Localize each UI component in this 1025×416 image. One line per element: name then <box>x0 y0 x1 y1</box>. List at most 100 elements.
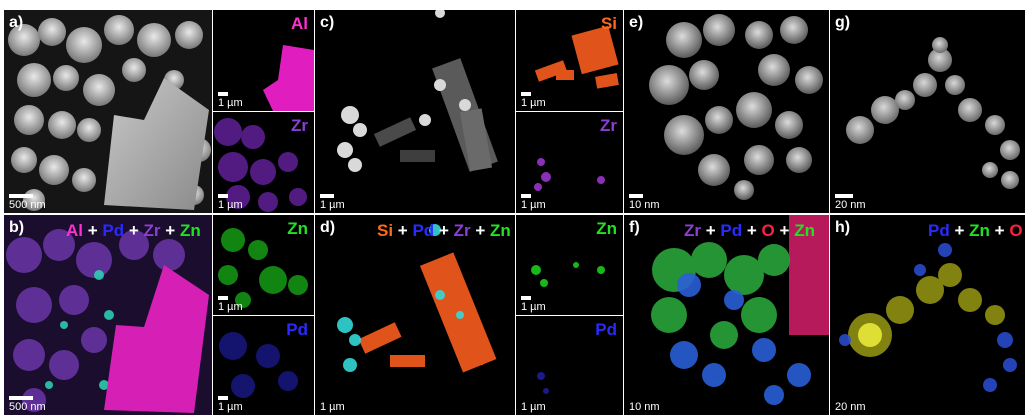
pd-map-scale-bar: 1 µm <box>218 396 243 413</box>
al-map-scale-text: 1 µm <box>218 97 243 109</box>
zn-signal <box>218 228 308 308</box>
si-map-c-scale-bar: 1 µm <box>521 92 546 109</box>
zr-map-element: Zr <box>291 116 308 135</box>
zr-map-c-scale-bar: 1 µm <box>521 194 546 211</box>
legend-zr: Zr <box>143 221 161 240</box>
panel-d-scale-text: 1 µm <box>320 401 345 413</box>
zn-map-d-scale-text: 1 µm <box>521 301 546 313</box>
panel-g-scale-text: 20 nm <box>835 199 866 211</box>
legend-zn: Zn <box>490 221 511 240</box>
si-map-c-element: Si <box>600 14 617 33</box>
haadf-particles-g <box>846 37 1020 189</box>
panel-a-haadf-image: a) 500 nm <box>4 10 212 213</box>
panel-h-overlay: h) Pd + Zn + O 20 nm <box>830 215 1025 415</box>
panel-f-overlay: f) Zr + Pd + O + Zn 10 nm <box>624 215 829 415</box>
legend-plus: + <box>994 221 1005 240</box>
zn-map-d-panel: Zn 1 µm <box>516 215 623 315</box>
panel-f-legend: Zr + Pd + O + Zn <box>684 221 815 241</box>
al-map-panel: Al 1 µm <box>213 10 314 111</box>
zn-map-scale-bar: 1 µm <box>218 296 243 313</box>
legend-o: O <box>1009 221 1023 240</box>
legend-pd: Pd <box>928 221 950 240</box>
panel-h-scale-text: 20 nm <box>835 401 866 413</box>
panel-c-haadf-image: c) 1 µm <box>315 10 515 213</box>
overlay-d-signal <box>337 224 497 373</box>
panel-h-scale-bar: 20 nm <box>835 400 866 413</box>
pd-map-d-element: Pd <box>595 320 617 339</box>
panel-e-label: e) <box>629 14 644 31</box>
legend-si: Si <box>377 221 394 240</box>
panel-g-haadf-image: g) 20 nm <box>830 10 1025 213</box>
zr-map-c-scale-text: 1 µm <box>521 199 546 211</box>
panel-h-label: h) <box>835 219 851 236</box>
pd-d-signal <box>537 372 549 394</box>
legend-zn: Zn <box>794 221 815 240</box>
si-map-c-scale-text: 1 µm <box>521 97 546 109</box>
panel-d-label: d) <box>320 219 336 236</box>
zn-map-scale-text: 1 µm <box>218 301 243 313</box>
pd-map-element: Pd <box>286 320 308 339</box>
legend-plus: + <box>954 221 965 240</box>
panel-f-scale-text: 10 nm <box>629 401 660 413</box>
zn-map-d-element: Zn <box>596 219 617 238</box>
zr-map-c-panel: Zr 1 µm <box>516 112 623 213</box>
zn-map-element: Zn <box>287 219 308 238</box>
zr-c-signal <box>534 158 605 191</box>
legend-zn: Zn <box>969 221 990 240</box>
zn-map-d-scale-bar: 1 µm <box>521 296 546 313</box>
panel-a-label: a) <box>9 14 24 31</box>
zr-map-panel: Zr 1 µm <box>213 112 314 213</box>
legend-zr: Zr <box>684 221 701 240</box>
legend-plus: + <box>87 221 98 240</box>
legend-plus: + <box>128 221 139 240</box>
panel-b-legend: Al + Pd + Zr + Zn <box>66 221 201 241</box>
pd-map-scale-text: 1 µm <box>218 401 243 413</box>
panel-e-scale-bar: 10 nm <box>629 194 660 211</box>
panel-e-haadf-image: e) 10 nm <box>624 10 829 213</box>
panel-b-scale-text: 500 nm <box>9 401 46 413</box>
legend-plus: + <box>779 221 790 240</box>
zr-map-scale-text: 1 µm <box>218 199 243 211</box>
si-map-c-panel: Si 1 µm <box>516 10 623 111</box>
zn-d-signal <box>531 262 605 287</box>
al-signal <box>263 45 314 111</box>
overlay-h-signal <box>839 243 1017 392</box>
legend-o: O <box>761 221 775 240</box>
panel-d-legend: Si + Pd + Zr + Zn <box>377 221 511 241</box>
panel-a-scale-bar: 500 nm <box>9 194 46 211</box>
overlay-b-signal <box>6 229 209 413</box>
al-map-scale-bar: 1 µm <box>218 92 243 109</box>
haadf-particles-e <box>649 14 823 200</box>
legend-plus: + <box>397 221 408 240</box>
zr-map-c-element: Zr <box>600 116 617 135</box>
legend-plus: + <box>746 221 757 240</box>
legend-pd: Pd <box>412 221 435 240</box>
legend-plus: + <box>475 221 486 240</box>
panel-c-label: c) <box>320 14 335 31</box>
pd-signal <box>219 332 298 398</box>
zr-map-scale-bar: 1 µm <box>218 194 243 211</box>
legend-plus: + <box>438 221 449 240</box>
al-map-element: Al <box>291 14 308 33</box>
pd-map-d-scale-text: 1 µm <box>521 401 546 413</box>
haadf-particles-c <box>337 10 498 172</box>
panel-h-legend: Pd + Zn + O <box>928 221 1023 241</box>
haadf-particles-a <box>8 15 211 211</box>
zr-signal <box>214 118 307 212</box>
panel-e-scale-text: 10 nm <box>629 199 660 211</box>
legend-zn: Zn <box>179 221 201 240</box>
panel-b-overlay: b) Al + Pd + Zr + Zn 500 nm <box>4 215 212 415</box>
panel-c-scale-text: 1 µm <box>320 199 345 211</box>
panel-c-scale-bar: 1 µm <box>320 194 345 211</box>
panel-a-scale-text: 500 nm <box>9 199 46 211</box>
panel-g-label: g) <box>835 14 851 31</box>
panel-g-scale-bar: 20 nm <box>835 194 866 211</box>
overlay-f-signal <box>651 215 829 405</box>
pd-map-d-scale-bar: 1 µm <box>521 400 546 413</box>
panel-f-label: f) <box>629 219 640 236</box>
zn-map-panel: Zn 1 µm <box>213 215 314 315</box>
pd-map-d-panel: Pd 1 µm <box>516 316 623 415</box>
legend-plus: + <box>165 221 176 240</box>
panel-d-overlay: d) Si + Pd + Zr + Zn 1 µm <box>315 215 515 415</box>
